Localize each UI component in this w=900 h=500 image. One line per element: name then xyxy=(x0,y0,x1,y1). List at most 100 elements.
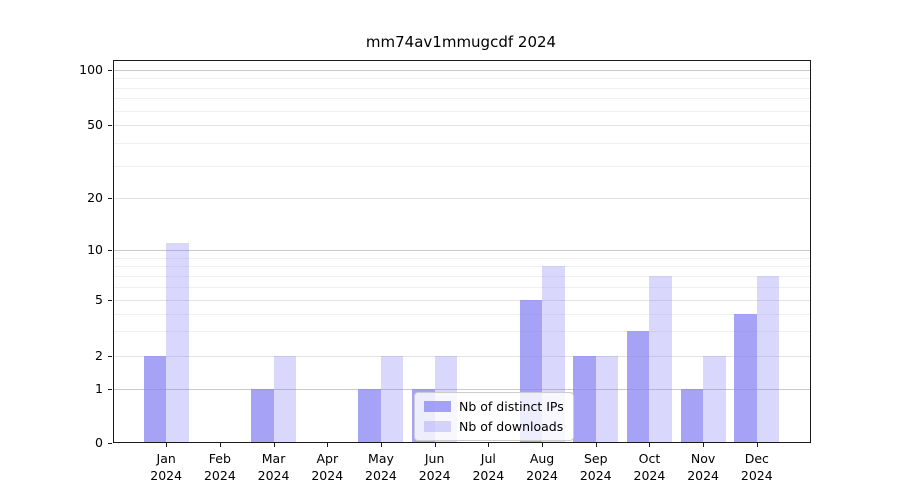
bar-downloads-jan xyxy=(166,242,189,443)
plot-area xyxy=(112,60,811,443)
gridline-minor xyxy=(112,98,811,100)
x-tick-year: 2024 xyxy=(203,468,236,483)
x-tick-label: Aug 2024 xyxy=(512,450,572,484)
legend-swatch-downloads xyxy=(424,421,451,432)
gridline xyxy=(112,389,811,390)
gridline-minor xyxy=(112,266,811,268)
y-tick-mark xyxy=(108,125,112,126)
gridline-minor xyxy=(112,165,811,167)
y-tick-mark xyxy=(108,389,112,390)
y-tick-mark xyxy=(108,70,112,71)
y-tick-mark xyxy=(108,443,112,444)
gridline xyxy=(112,198,811,199)
y-tick-label: 5 xyxy=(95,292,103,307)
bar-downloads-dec xyxy=(756,275,780,443)
x-tick-label: Jul 2024 xyxy=(458,450,518,484)
bar-distinct-ips-oct xyxy=(626,331,650,443)
gridline xyxy=(112,356,811,357)
legend-swatch-distinct-ips xyxy=(424,401,451,412)
y-tick-label: 10 xyxy=(87,242,103,257)
x-tick-mark xyxy=(166,443,168,447)
legend-label-distinct-ips: Nb of distinct IPs xyxy=(459,399,564,414)
legend: Nb of distinct IPs Nb of downloads xyxy=(414,392,574,441)
x-tick-mark xyxy=(219,443,221,447)
x-tick-label: Mar 2024 xyxy=(244,450,304,484)
bar-distinct-ips-dec xyxy=(734,313,757,443)
legend-row-distinct-ips: Nb of distinct IPs xyxy=(424,399,564,414)
x-tick-label: Apr 2024 xyxy=(297,450,357,484)
x-tick-month: Nov xyxy=(690,451,716,466)
x-tick-mark xyxy=(434,443,436,447)
gridline-minor xyxy=(112,257,811,259)
x-tick-year: 2024 xyxy=(257,468,290,483)
bar-distinct-ips-nov xyxy=(680,389,704,443)
x-tick-month: May xyxy=(368,451,394,466)
y-tick-mark xyxy=(108,198,112,199)
x-tick-mark xyxy=(703,443,705,447)
y-tick-mark xyxy=(108,300,112,301)
bar-distinct-ips-may xyxy=(358,389,381,443)
gridline-minor xyxy=(112,275,811,277)
x-tick-mark xyxy=(756,443,758,447)
x-tick-label: Oct 2024 xyxy=(619,450,679,484)
x-tick-mark xyxy=(273,443,275,447)
x-tick-label: Jun 2024 xyxy=(405,450,465,484)
bar-downloads-nov xyxy=(703,356,726,443)
y-tick-mark xyxy=(108,356,112,357)
x-tick-label: Feb 2024 xyxy=(190,450,250,484)
y-tick-label: 2 xyxy=(95,348,103,363)
gridline xyxy=(112,300,811,301)
bar-distinct-ips-sep xyxy=(573,356,596,443)
bar-distinct-ips-jan xyxy=(143,356,167,443)
x-tick-year: 2024 xyxy=(150,468,183,483)
x-tick-month: Feb xyxy=(208,451,231,466)
gridline-minor xyxy=(112,286,811,288)
x-tick-mark xyxy=(327,443,329,447)
gridline-minor xyxy=(112,142,811,144)
x-tick-month: Sep xyxy=(583,451,608,466)
x-tick-year: 2024 xyxy=(687,468,720,483)
y-tick-label: 0 xyxy=(95,435,103,450)
x-tick-label: May 2024 xyxy=(351,450,411,484)
bar-distinct-ips-mar xyxy=(251,389,274,443)
gridline-minor xyxy=(112,313,811,315)
x-tick-month: Mar xyxy=(261,451,286,466)
y-tick-label: 50 xyxy=(87,117,103,132)
legend-label-downloads: Nb of downloads xyxy=(459,419,564,434)
x-tick-month: Apr xyxy=(316,451,339,466)
x-tick-label: Nov 2024 xyxy=(673,450,733,484)
bar-downloads-mar xyxy=(273,356,297,443)
x-tick-month: Oct xyxy=(638,451,661,466)
x-tick-month: Jan xyxy=(156,451,176,466)
bar-downloads-may xyxy=(380,356,404,443)
legend-row-downloads: Nb of downloads xyxy=(424,419,564,434)
x-tick-year: 2024 xyxy=(418,468,451,483)
x-tick-label: Dec 2024 xyxy=(727,450,787,484)
x-tick-month: Jun xyxy=(424,451,445,466)
x-tick-month: Aug xyxy=(529,451,555,466)
y-tick-label: 1 xyxy=(95,381,103,396)
x-tick-year: 2024 xyxy=(579,468,612,483)
gridline-minor xyxy=(112,331,811,333)
x-tick-year: 2024 xyxy=(472,468,505,483)
x-tick-mark xyxy=(380,443,382,447)
x-tick-mark xyxy=(649,443,651,447)
x-tick-year: 2024 xyxy=(365,468,397,483)
x-tick-year: 2024 xyxy=(311,468,344,483)
y-tick-label: 20 xyxy=(87,190,103,205)
gridline-minor xyxy=(112,78,811,80)
x-tick-year: 2024 xyxy=(526,468,558,483)
x-tick-label: Jan 2024 xyxy=(136,450,196,484)
x-tick-month: Dec xyxy=(744,451,769,466)
gridline-minor xyxy=(112,110,811,112)
gridline xyxy=(112,70,811,71)
x-tick-mark xyxy=(488,443,490,447)
bar-downloads-oct xyxy=(649,275,672,443)
bar-downloads-sep xyxy=(595,356,619,443)
x-tick-month: Jul xyxy=(480,451,496,466)
gridline xyxy=(112,125,811,126)
chart-title: mm74av1mmugcdf 2024 xyxy=(365,33,557,51)
x-tick-mark xyxy=(595,443,597,447)
y-tick-mark xyxy=(108,250,112,251)
